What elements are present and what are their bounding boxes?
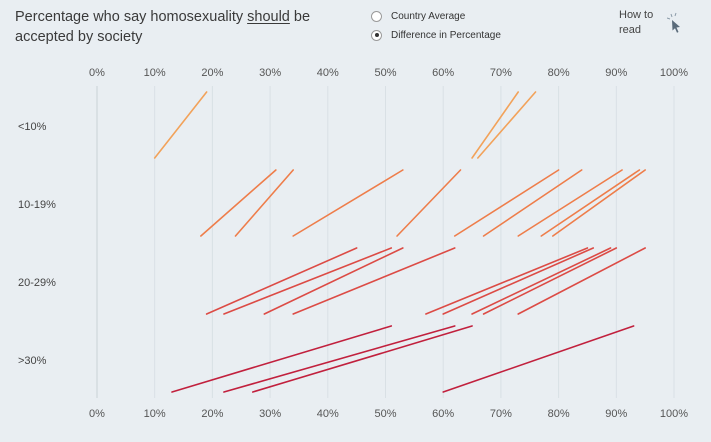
slope-line [223, 247, 393, 315]
x-tick-label-top: 20% [201, 67, 223, 79]
x-tick-label-bottom: 80% [548, 408, 570, 420]
x-tick-label-top: 80% [548, 67, 570, 79]
x-tick-label-bottom: 50% [374, 408, 396, 420]
slope-line [205, 247, 358, 315]
slope-line [442, 325, 635, 393]
view-toggle: Country Average Difference in Percentage [371, 7, 501, 45]
slope-line [292, 247, 456, 315]
x-tick-label-bottom: 70% [490, 408, 512, 420]
slope-line [477, 91, 537, 159]
slope-line [223, 325, 456, 393]
row-label: <10% [18, 121, 47, 133]
slope-line [234, 169, 294, 237]
x-tick-label-top: 40% [317, 67, 339, 79]
slope-line [292, 169, 404, 237]
slope-line [517, 169, 623, 237]
row-label: 20-29% [18, 277, 56, 289]
row-label: >30% [18, 355, 47, 367]
x-tick-label-top: 100% [660, 67, 688, 79]
x-tick-label-top: 30% [259, 67, 281, 79]
how-to-read-label: How to read [619, 9, 654, 36]
slope-line [482, 169, 583, 237]
x-tick-label-top: 90% [605, 67, 627, 79]
slope-line [263, 247, 404, 315]
title-text: Percentage who say homosexuality [15, 9, 248, 25]
slope-line [482, 247, 618, 315]
radio-circle-selected[interactable] [371, 29, 382, 41]
radio-country-average[interactable]: Country Average [371, 7, 501, 25]
x-tick-label-bottom: 0% [89, 408, 105, 420]
slope-line [251, 325, 473, 393]
title-text-end: be [289, 9, 311, 25]
radio-label: Country Average [391, 10, 466, 22]
slope-line [396, 169, 462, 237]
cursor-click-icon [667, 12, 680, 33]
x-tick-label-bottom: 40% [317, 408, 339, 420]
row-label: 10-19% [18, 199, 56, 211]
slope-line [552, 169, 646, 237]
x-tick-label-top: 0% [89, 67, 105, 79]
x-tick-label-top: 50% [374, 67, 396, 79]
radio-label: Difference in Percentage [391, 29, 501, 41]
slope-line [200, 169, 277, 237]
x-tick-label-bottom: 10% [144, 408, 166, 420]
x-tick-label-bottom: 60% [432, 408, 454, 420]
x-tick-label-bottom: 20% [201, 408, 223, 420]
radio-difference-in-percentage[interactable]: Difference in Percentage [371, 26, 501, 44]
slope-line [171, 325, 393, 393]
slope-line [453, 169, 560, 237]
x-tick-label-bottom: 30% [259, 408, 281, 420]
slope-line [425, 247, 589, 315]
how-to-read-button[interactable]: How to read [619, 8, 683, 38]
slope-line [153, 91, 208, 159]
title-emphasis: should [247, 9, 290, 25]
radio-circle[interactable] [371, 10, 382, 22]
x-tick-label-bottom: 90% [605, 408, 627, 420]
x-tick-label-bottom: 100% [660, 408, 688, 420]
chart-title: Percentage who say homosexuality should … [15, 7, 315, 47]
title-line-2: accepted by society [15, 29, 143, 45]
slope-line [471, 247, 612, 315]
x-tick-label-top: 70% [490, 67, 512, 79]
slope-line [442, 247, 595, 315]
slope-line [540, 169, 641, 237]
x-tick-label-top: 10% [144, 67, 166, 79]
slope-line [517, 247, 646, 315]
slope-line [471, 91, 520, 159]
x-tick-label-top: 60% [432, 67, 454, 79]
